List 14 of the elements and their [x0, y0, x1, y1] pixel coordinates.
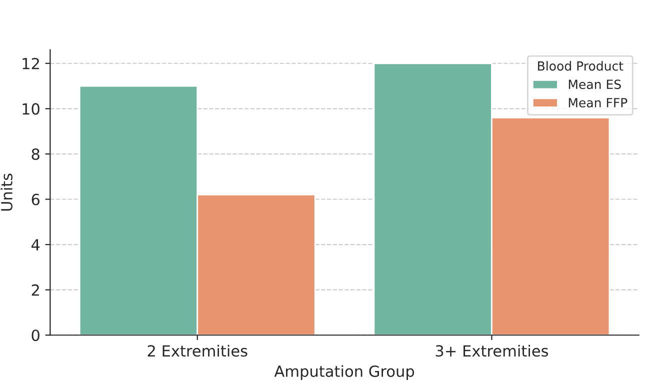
x-tick-label: 2 Extremities	[148, 344, 248, 357]
y-tick-label: 0	[32, 330, 40, 342]
y-axis-title: Units	[0, 174, 12, 211]
y-tick-label: 8	[32, 148, 40, 160]
legend-title: Blood Product	[538, 61, 624, 71]
y-tick-label: 12	[22, 58, 39, 70]
y-tick-label: 10	[22, 103, 40, 115]
legend-label: Mean ES	[568, 80, 621, 90]
x-axis-title: Amputation Group	[274, 365, 414, 380]
y-tick-label: 4	[31, 239, 40, 250]
legend-label: Mean FFP	[568, 98, 628, 108]
y-tick-label: 2	[32, 284, 39, 296]
x-tick-label: 3+ Extremities	[436, 344, 548, 357]
y-tick-label: 6	[32, 194, 40, 206]
